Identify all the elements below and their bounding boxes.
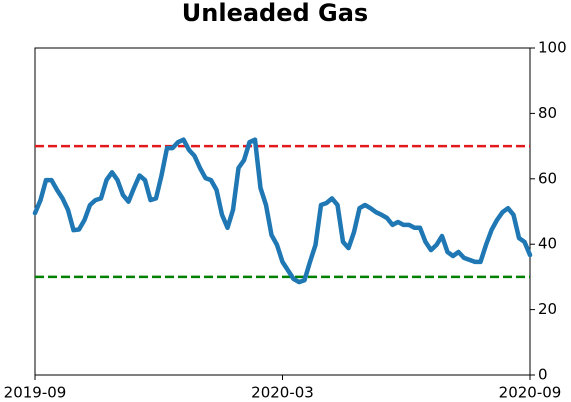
y-tick-label: 40 [538, 235, 557, 253]
y-tick-label: 80 [538, 104, 557, 122]
y-tick-label: 60 [538, 169, 557, 187]
x-tick-label: 2019-09 [4, 384, 67, 402]
y-tick-label: 0 [538, 366, 548, 384]
chart-title: Unleaded Gas [182, 0, 368, 27]
x-tick-label: 2020-03 [251, 384, 314, 402]
plot-frame [34, 47, 531, 376]
y-tick-label: 100 [538, 39, 567, 57]
x-tick-label: 2020-09 [499, 384, 562, 402]
y-tick-label: 20 [538, 300, 557, 318]
data-line [32, 137, 533, 285]
